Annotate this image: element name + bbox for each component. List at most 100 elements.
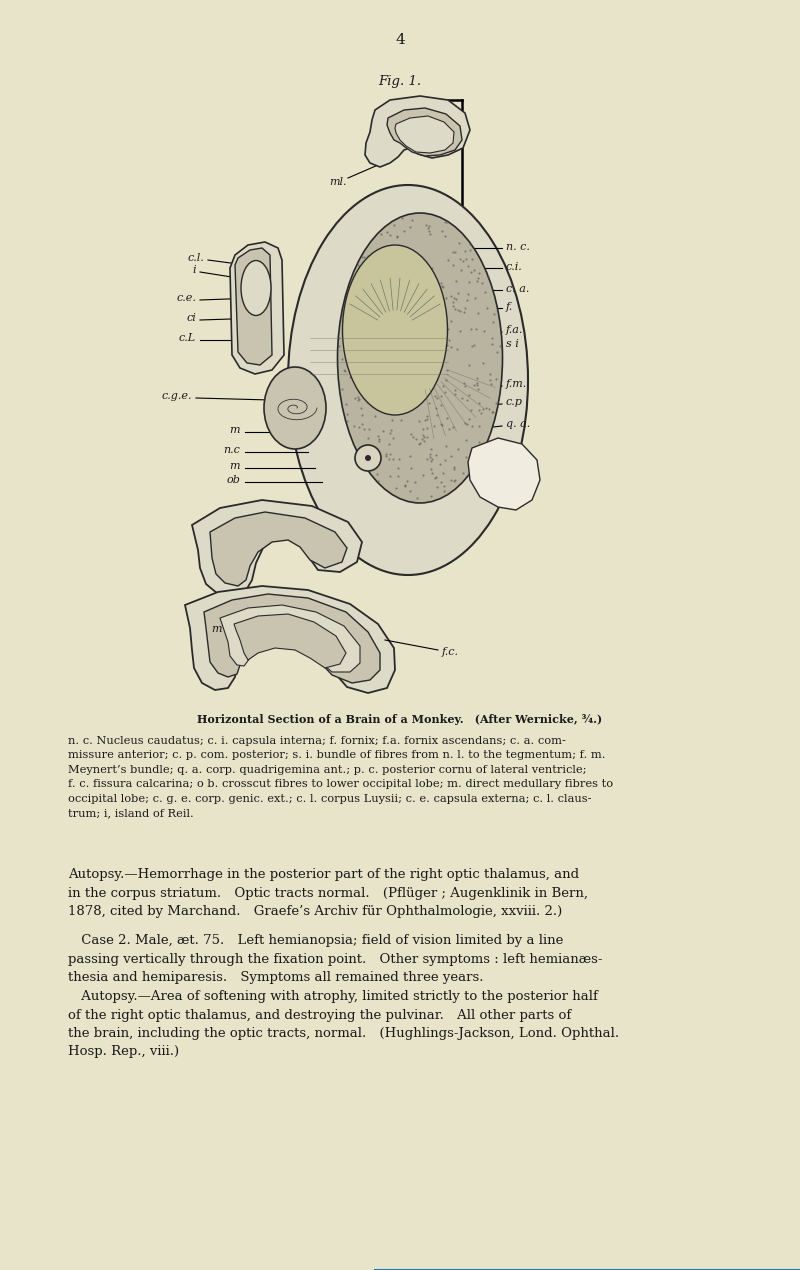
Point	[456, 389, 469, 409]
Text: Autopsy.—Hemorrhage in the posterior part of the right optic thalamus, and
in th: Autopsy.—Hemorrhage in the posterior par…	[68, 867, 588, 918]
Point	[434, 273, 447, 293]
Point	[375, 224, 388, 244]
Point	[401, 337, 414, 357]
Point	[375, 358, 388, 378]
Point	[424, 224, 437, 244]
Point	[434, 338, 447, 358]
Point	[484, 373, 497, 394]
Point	[387, 215, 400, 235]
Point	[448, 288, 461, 309]
Point	[394, 268, 406, 288]
Point	[478, 321, 490, 342]
Point	[405, 271, 418, 291]
Point	[457, 462, 470, 483]
Point	[425, 485, 438, 505]
Point	[384, 419, 397, 439]
Point	[422, 392, 435, 413]
Point	[447, 296, 460, 316]
Point	[417, 465, 430, 485]
Point	[453, 301, 466, 321]
Point	[415, 316, 428, 337]
Point	[350, 333, 363, 353]
Point	[362, 392, 375, 413]
Point	[382, 398, 395, 418]
Point	[421, 405, 434, 425]
Point	[374, 333, 387, 353]
Point	[372, 398, 385, 418]
Point	[370, 323, 382, 343]
Point	[420, 427, 433, 447]
Point	[377, 376, 390, 396]
Point	[430, 405, 443, 425]
Text: Case 2. Male, æt. 75. Left hemianopsia; field of vision limited by a line
passin: Case 2. Male, æt. 75. Left hemianopsia; …	[68, 933, 602, 984]
Point	[375, 385, 388, 405]
Point	[389, 399, 402, 419]
Point	[445, 337, 458, 357]
Point	[413, 411, 426, 432]
Point	[409, 471, 422, 491]
Point	[369, 405, 382, 425]
Point	[450, 290, 462, 310]
Point	[396, 400, 409, 420]
Point	[471, 271, 484, 291]
Point	[392, 458, 405, 479]
Point	[366, 263, 379, 283]
Point	[360, 307, 373, 328]
Point	[389, 269, 402, 290]
Point	[430, 398, 442, 418]
Point	[413, 325, 426, 345]
Point	[380, 292, 393, 312]
Point	[461, 290, 474, 310]
Point	[355, 288, 368, 309]
Point	[342, 293, 354, 314]
Point	[387, 450, 400, 470]
Point	[347, 323, 360, 343]
Point	[438, 212, 451, 232]
Point	[406, 239, 418, 259]
Point	[487, 304, 500, 324]
Point	[406, 378, 418, 399]
Point	[438, 226, 451, 246]
Ellipse shape	[288, 185, 528, 575]
Point	[356, 340, 369, 361]
Point	[464, 240, 477, 260]
Point	[423, 221, 436, 241]
Point	[395, 208, 408, 229]
Point	[363, 293, 376, 314]
Point	[490, 392, 502, 413]
Point	[424, 443, 437, 464]
Point	[461, 390, 474, 410]
Point	[393, 356, 406, 376]
Polygon shape	[204, 594, 380, 683]
Text: i: i	[193, 265, 196, 276]
Point	[446, 417, 459, 437]
Point	[348, 415, 361, 436]
Point	[356, 333, 369, 353]
Point	[374, 391, 387, 411]
Text: c. a.: c. a.	[506, 284, 530, 293]
Point	[437, 376, 450, 396]
Point	[428, 315, 441, 335]
Point	[402, 392, 414, 413]
Ellipse shape	[338, 213, 502, 503]
Point	[490, 368, 502, 389]
Point	[398, 476, 411, 497]
Point	[411, 488, 424, 508]
Point	[374, 362, 387, 382]
Point	[477, 399, 490, 419]
Point	[406, 324, 419, 344]
Point	[461, 414, 474, 434]
Point	[491, 300, 504, 320]
Point	[439, 371, 452, 391]
Point	[359, 352, 372, 372]
Point	[427, 329, 440, 349]
Point	[436, 221, 449, 241]
Point	[405, 385, 418, 405]
Point	[438, 450, 451, 470]
Point	[346, 316, 359, 337]
Point	[462, 255, 474, 276]
Point	[384, 366, 397, 386]
Point	[429, 344, 442, 364]
Point	[399, 257, 412, 277]
Point	[418, 431, 430, 451]
